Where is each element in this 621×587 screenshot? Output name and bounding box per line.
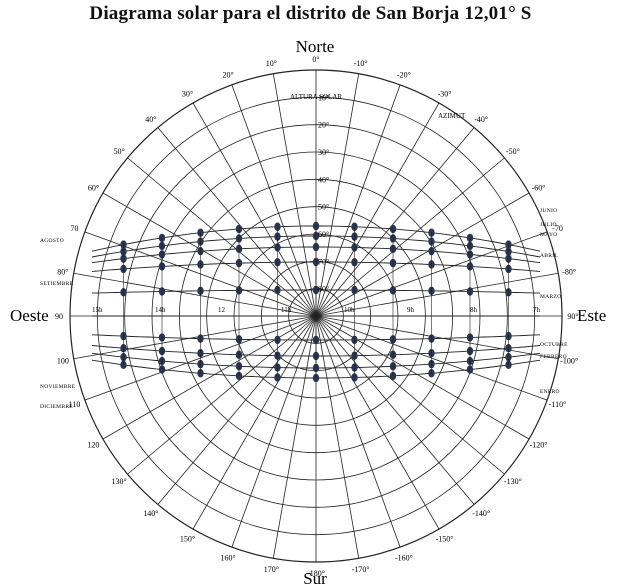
- azimuth-label: 50°: [114, 147, 125, 156]
- azimuth-label: 150°: [180, 535, 195, 544]
- azimuth-heading: AZIMUT: [438, 112, 466, 120]
- month-label: SETIEMBRE: [40, 281, 74, 287]
- azimuth-line: [157, 127, 317, 317]
- azimuth-label: 170°: [264, 565, 279, 574]
- azimuth-line: [102, 192, 317, 317]
- azimuth-label: -20°: [397, 70, 411, 79]
- diagram-labels: Norte Sur Oeste Este ALTURA SOLAR AZIMUT…: [10, 37, 606, 587]
- azimuth-label: 70: [70, 224, 78, 233]
- azimuth-line: [315, 315, 559, 360]
- azimuth-line: [315, 315, 475, 505]
- azimuth-line: [73, 272, 317, 317]
- month-label: MARZO: [540, 294, 561, 300]
- azimuth-label: 0°: [312, 55, 319, 64]
- azimuth-label: -140°: [472, 509, 490, 518]
- azimuth-line: [157, 315, 317, 505]
- azimuth-line: [315, 127, 475, 317]
- month-label: ENERO: [540, 389, 560, 395]
- azimuth-line: [192, 315, 317, 530]
- south-label: Sur: [303, 569, 327, 587]
- month-label: JULIO: [540, 222, 557, 228]
- azimuth-line: [315, 192, 530, 317]
- azimuth-line: [315, 315, 505, 475]
- altitude-label: 60°: [318, 230, 329, 239]
- azimuth-label: -160°: [395, 554, 413, 563]
- altitude-heading: ALTURA SOLAR: [290, 93, 342, 101]
- hour-label: 15h: [92, 306, 103, 314]
- azimuth-line: [231, 315, 317, 548]
- altitude-label: 80°: [318, 285, 329, 294]
- azimuth-line: [73, 315, 317, 360]
- hour-label: 14h: [155, 306, 166, 314]
- west-label: Oeste: [10, 306, 49, 325]
- azimuth-label: 130°: [112, 477, 127, 486]
- azimuth-label: -120°: [530, 441, 548, 450]
- azimuth-label: -40°: [474, 115, 488, 124]
- azimuth-label: -70: [552, 224, 563, 233]
- azimuth-line: [315, 315, 440, 530]
- hour-label: 7h: [533, 306, 541, 314]
- hour-label: 11h: [281, 306, 292, 314]
- azimuth-label: 20°: [222, 70, 233, 79]
- azimuth-label: -180°: [307, 569, 325, 578]
- azimuth-line: [127, 315, 317, 475]
- azimuth-line: [315, 73, 360, 317]
- azimuth-label: 10°: [266, 59, 277, 68]
- azimuth-label: 100: [57, 357, 69, 366]
- azimuth-line: [272, 73, 317, 317]
- altitude-label: 20°: [318, 121, 329, 130]
- azimuth-line: [315, 315, 401, 548]
- azimuth-label: 30°: [182, 89, 193, 98]
- month-label: NOVIEMBRE: [40, 384, 76, 390]
- month-label: OCTUBRE: [540, 342, 568, 348]
- azimuth-label: -100°: [560, 357, 578, 366]
- month-label: FEBRERO: [540, 354, 567, 360]
- altitude-label: 40°: [318, 175, 329, 184]
- azimuth-label: 90: [55, 312, 63, 321]
- azimuth-label: -110°: [549, 400, 567, 409]
- azimuth-line: [315, 272, 559, 317]
- azimuth-label: 60°: [88, 184, 99, 193]
- azimuth-label: -130°: [504, 477, 522, 486]
- azimuth-line: [231, 84, 317, 317]
- azimuth-line: [315, 315, 530, 440]
- azimuth-label: -30°: [438, 89, 452, 98]
- altitude-label: 30°: [318, 148, 329, 157]
- sun-path-curves: [91, 221, 541, 383]
- azimuth-label: -170°: [352, 565, 370, 574]
- azimuth-line: [315, 102, 440, 317]
- month-label: JUNIO: [540, 208, 557, 214]
- north-label: Norte: [296, 37, 335, 56]
- altitude-label: 50°: [318, 203, 329, 212]
- azimuth-line: [192, 102, 317, 317]
- azimuth-label: 80°: [57, 267, 68, 276]
- azimuth-label: 90°: [567, 312, 578, 321]
- azimuth-line: [102, 315, 317, 440]
- azimuth-label: -80°: [562, 267, 576, 276]
- azimuth-label: -50°: [506, 147, 520, 156]
- hour-label: 9h: [407, 306, 415, 314]
- east-label: Este: [577, 306, 606, 325]
- hour-label: 10h: [344, 306, 355, 314]
- azimuth-label: 40°: [145, 115, 156, 124]
- azimuth-label: 140°: [143, 509, 158, 518]
- azimuth-line: [315, 84, 401, 317]
- hour-label: 8h: [470, 306, 478, 314]
- azimuth-label: 120: [87, 441, 99, 450]
- azimuth-label: -150°: [436, 535, 454, 544]
- month-label: ABRIL: [540, 253, 558, 259]
- azimuth-label: 110: [69, 400, 81, 409]
- hour-label: 12: [218, 306, 226, 314]
- month-label: DICIEMBRE: [40, 404, 73, 410]
- month-label: MAYO: [540, 232, 558, 238]
- altitude-label: 70°: [318, 257, 329, 266]
- month-label: AGOSTO: [40, 238, 64, 244]
- azimuth-label: 160°: [220, 554, 235, 563]
- altitude-label: 10°: [318, 93, 329, 102]
- diagram-title: Diagrama solar para el distrito de San B…: [89, 3, 532, 24]
- azimuth-label: -60°: [532, 184, 546, 193]
- azimuth-label: -10°: [354, 59, 368, 68]
